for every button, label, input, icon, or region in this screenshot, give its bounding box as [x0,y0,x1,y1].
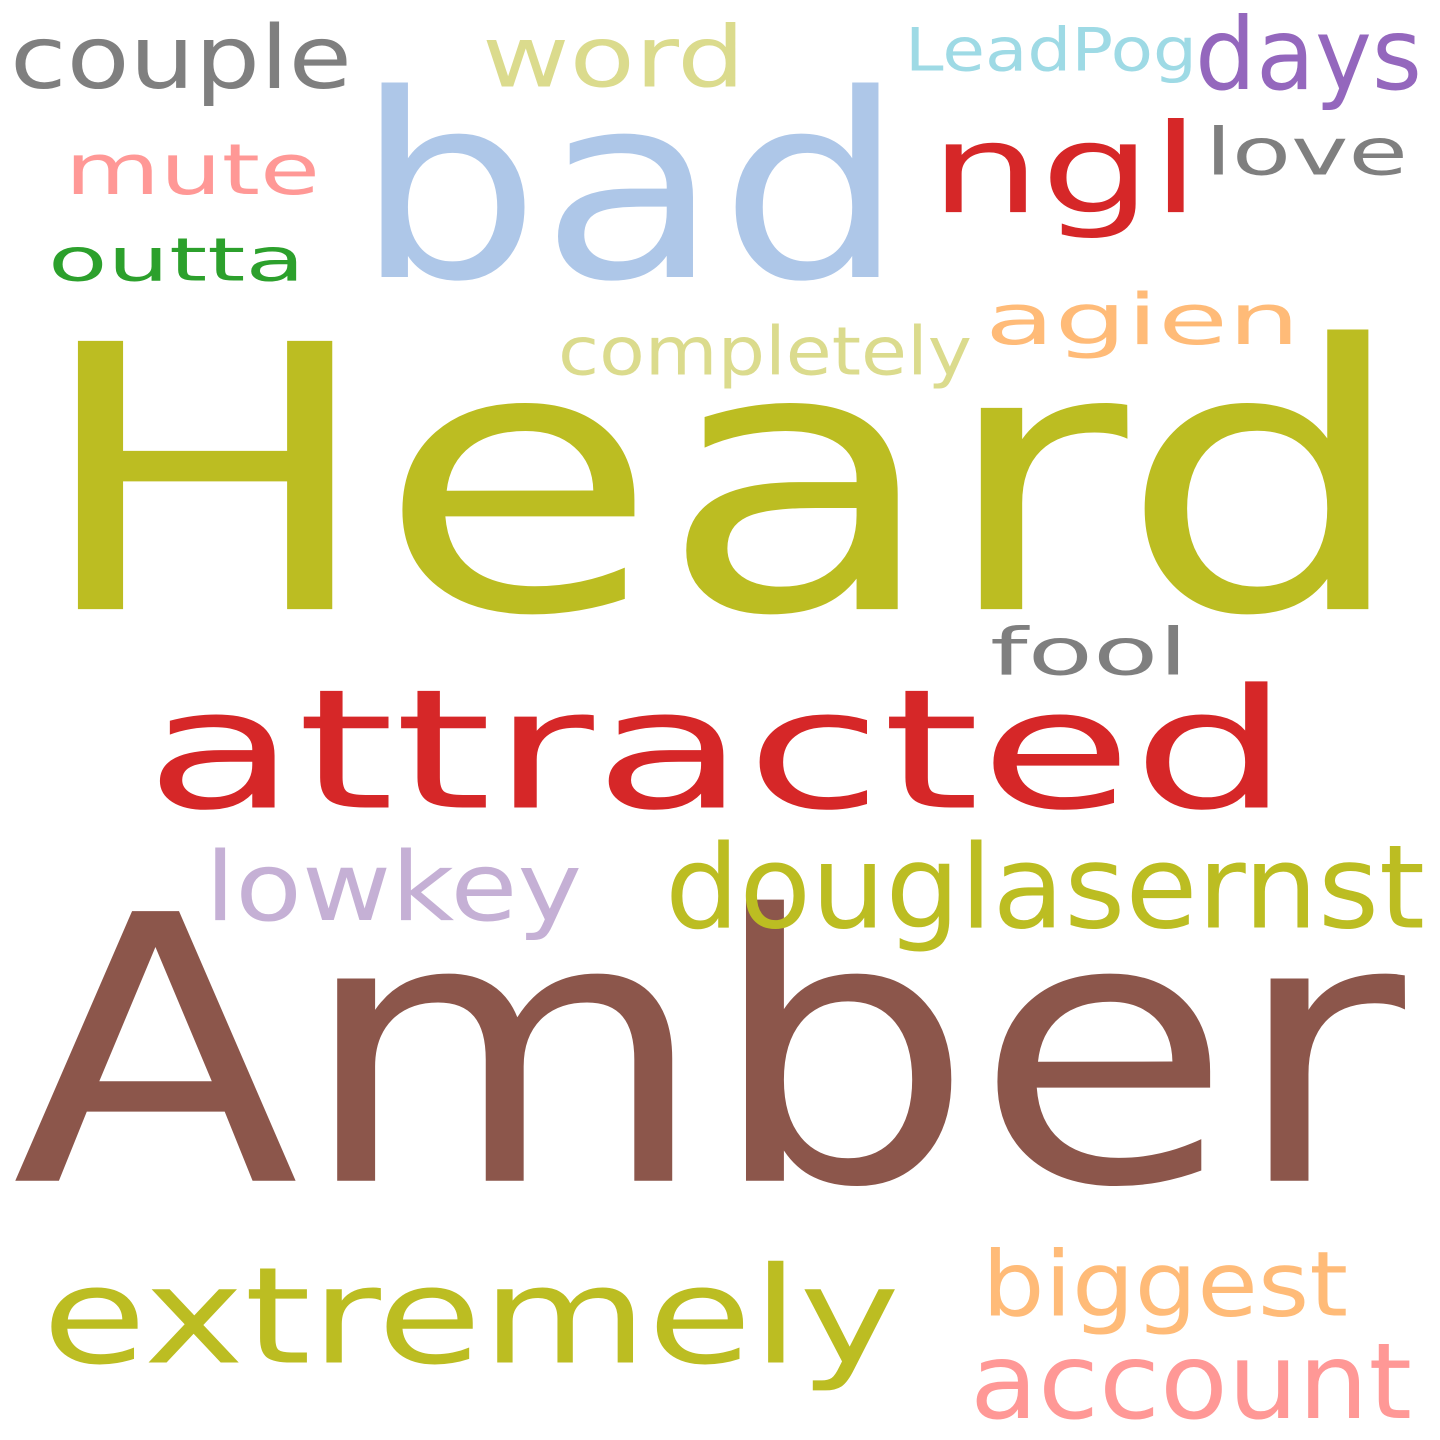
word-attracted: attracted [145,653,1290,848]
word-biggest: biggest [982,1231,1348,1338]
word-amber: Amber [12,836,1405,1270]
word-douglasernst: douglasernst [665,819,1425,956]
word-completely: completely [558,311,972,391]
word-heard: Heard [33,266,1410,698]
word-fool: fool [990,614,1188,691]
word-outta: outta [48,224,305,295]
word-mute: mute [65,128,320,211]
word-couple: couple [10,7,352,109]
word-word: word [482,7,745,107]
word-days: days [1195,0,1422,113]
word-account: account [970,1320,1412,1440]
word-extremely: extremely [42,1237,900,1395]
word-leadpog: LeadPog [905,14,1197,85]
word-ngl: ngl [930,96,1200,242]
word-love: love [1205,114,1408,191]
word-lowkey: lowkey [205,831,582,943]
word-agien: agien [985,278,1300,361]
word-bad: bad [355,38,905,339]
